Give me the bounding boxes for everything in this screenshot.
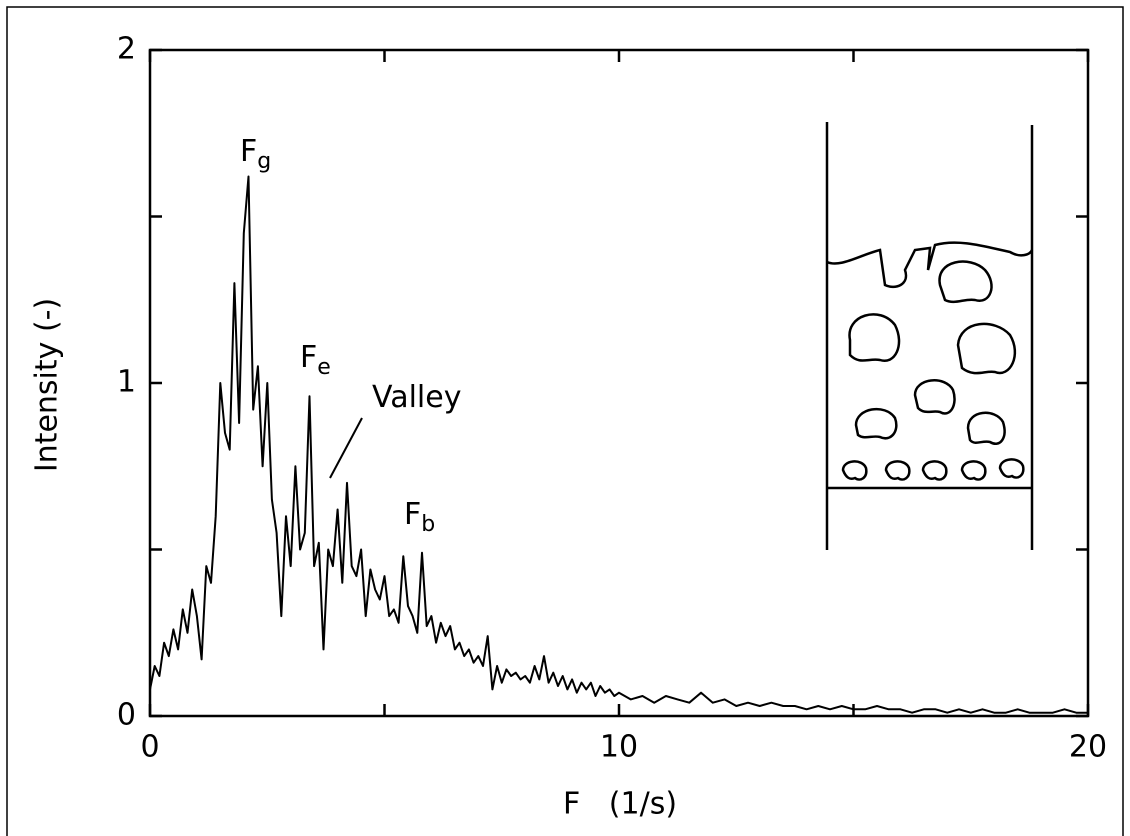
leader-line — [329, 417, 363, 479]
annotation-text: F — [404, 497, 421, 532]
annotation: Fe — [300, 340, 331, 381]
y-tick-label: 0 — [117, 698, 136, 733]
x-tick-label: 10 — [600, 730, 638, 765]
annotation-text: F — [240, 134, 257, 169]
y-tick-label: 2 — [117, 32, 136, 67]
annotation-subscript: e — [317, 355, 331, 380]
annotation-text: F — [300, 340, 317, 375]
annotation: Fb — [404, 497, 435, 538]
x-tick-label: 0 — [140, 730, 159, 765]
inset-diagram — [825, 122, 1034, 550]
annotation-text: Valley — [372, 380, 461, 415]
annotation: Valley — [372, 380, 461, 415]
x-axis-label: F (1/s) — [563, 787, 677, 822]
annotation-subscript: b — [421, 512, 435, 537]
annotation-subscript: g — [257, 149, 271, 174]
frame — [6, 6, 1124, 836]
spectrum-line — [149, 175, 1088, 714]
x-tick-label: 20 — [1069, 730, 1107, 765]
annotation: Fg — [240, 134, 271, 175]
y-tick-label: 1 — [117, 365, 136, 400]
y-axis-label: Intensity (-) — [30, 298, 65, 472]
